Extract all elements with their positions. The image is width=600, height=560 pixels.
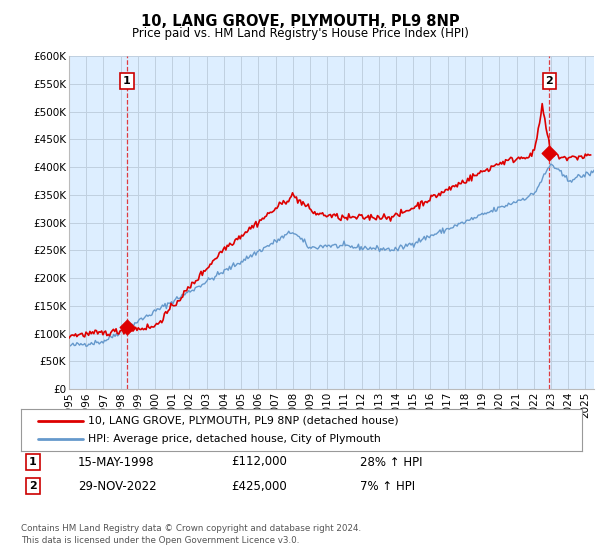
- Point: [545, 149, 554, 158]
- Text: Price paid vs. HM Land Registry's House Price Index (HPI): Price paid vs. HM Land Registry's House …: [131, 27, 469, 40]
- Text: 10, LANG GROVE, PLYMOUTH, PL9 8NP: 10, LANG GROVE, PLYMOUTH, PL9 8NP: [140, 14, 460, 29]
- Text: 1: 1: [29, 457, 37, 467]
- Point: [122, 323, 132, 332]
- Text: 2: 2: [545, 76, 553, 86]
- Text: Contains HM Land Registry data © Crown copyright and database right 2024.
This d: Contains HM Land Registry data © Crown c…: [21, 524, 361, 545]
- Text: 7% ↑ HPI: 7% ↑ HPI: [360, 479, 415, 493]
- Text: £425,000: £425,000: [231, 479, 287, 493]
- Text: 1: 1: [123, 76, 131, 86]
- Text: 2: 2: [29, 481, 37, 491]
- Text: HPI: Average price, detached house, City of Plymouth: HPI: Average price, detached house, City…: [88, 434, 381, 444]
- Text: 15-MAY-1998: 15-MAY-1998: [78, 455, 155, 469]
- Text: 29-NOV-2022: 29-NOV-2022: [78, 479, 157, 493]
- Text: £112,000: £112,000: [231, 455, 287, 469]
- Text: 10, LANG GROVE, PLYMOUTH, PL9 8NP (detached house): 10, LANG GROVE, PLYMOUTH, PL9 8NP (detac…: [88, 416, 399, 426]
- Text: 28% ↑ HPI: 28% ↑ HPI: [360, 455, 422, 469]
